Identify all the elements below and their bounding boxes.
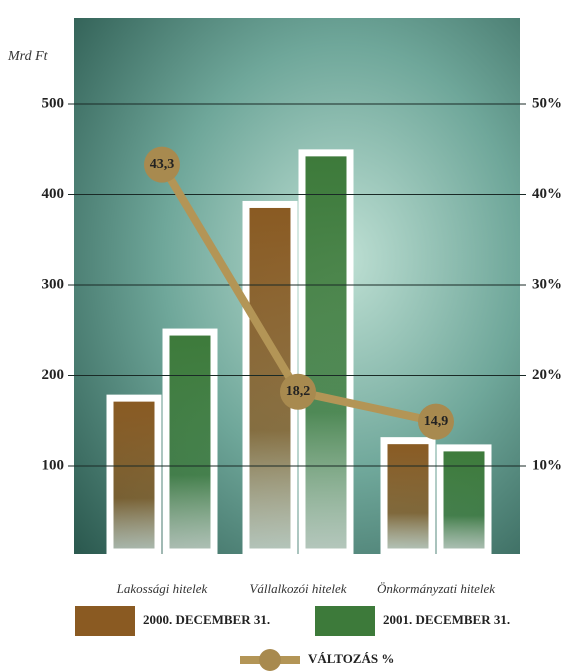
y2-tick-label: 30% [532, 276, 562, 292]
bar [106, 394, 162, 556]
legend-label: 2000. DECEMBER 31. [143, 612, 270, 627]
bar [298, 149, 354, 556]
y-tick-label: 100 [42, 457, 65, 473]
x-tick-label: Önkormányzati hitelek [377, 581, 495, 596]
y-tick-label: 500 [42, 95, 65, 111]
bar [380, 437, 436, 556]
change-label: 43,3 [150, 157, 175, 172]
x-tick-label: Lakossági hitelek [116, 581, 208, 596]
y2-tick-label: 50% [532, 95, 562, 111]
change-label: 18,2 [286, 384, 311, 399]
y2-tick-label: 40% [532, 186, 562, 202]
legend-swatch [75, 606, 135, 636]
y2-tick-label: 20% [532, 367, 562, 383]
change-marker [144, 146, 180, 183]
y2-tick-label: 10% [532, 457, 562, 473]
legend-label: VÁLTOZÁS % [308, 651, 394, 666]
x-tick-label: Vállalkozói hitelek [249, 581, 346, 596]
legend-marker [259, 649, 281, 671]
y-tick-label: 300 [42, 276, 65, 292]
change-label: 14,9 [424, 414, 449, 429]
legend-swatch [315, 606, 375, 636]
y-tick-label: 200 [42, 367, 65, 383]
y-axis-title: Mrd Ft [7, 49, 49, 64]
change-marker [418, 403, 454, 440]
change-marker [280, 373, 316, 410]
bar [162, 328, 218, 556]
bar [436, 444, 492, 556]
legend-label: 2001. DECEMBER 31. [383, 612, 510, 627]
y-tick-label: 400 [42, 186, 65, 202]
